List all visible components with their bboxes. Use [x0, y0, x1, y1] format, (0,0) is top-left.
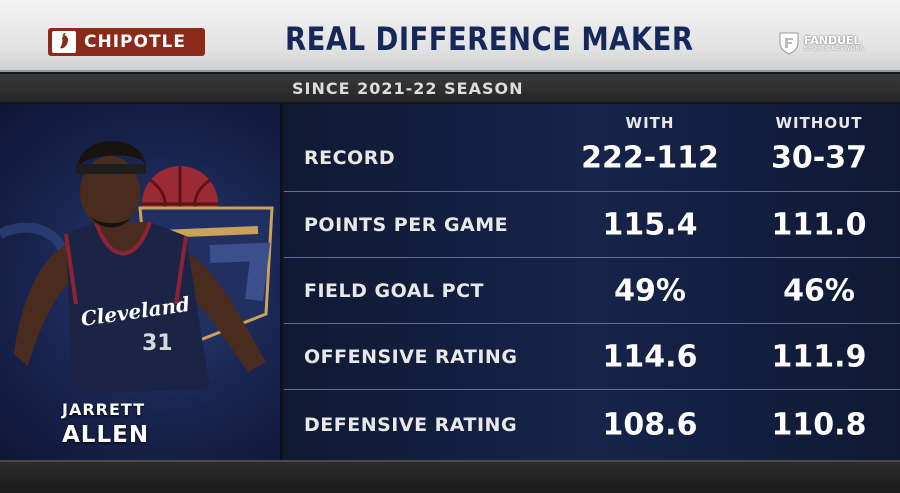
sponsor-name: CHIPOTLE: [84, 32, 186, 52]
table-row: RECORD 222-112 30-37: [284, 104, 900, 192]
graphic-header: CHIPOTLE REAL DIFFERENCE MAKER FANDUEL S…: [0, 0, 900, 72]
value-with: 114.6: [602, 339, 698, 374]
player-illustration: Cleveland 31: [0, 140, 274, 394]
sponsor-logo: CHIPOTLE: [48, 28, 205, 56]
value-without: 46%: [783, 273, 855, 308]
player-panel: Cleveland 31 JARRETT ALLEN: [0, 104, 282, 460]
player-first-name: JARRETT: [62, 400, 146, 419]
stats-table: WITH WITHOUT RECORD 222-112 30-37 POINTS…: [284, 104, 900, 460]
table-row: POINTS PER GAME 115.4 111.0: [284, 192, 900, 258]
row-label: OFFENSIVE RATING: [304, 345, 518, 368]
column-header-without: WITHOUT: [775, 114, 863, 132]
value-without: 111.9: [771, 339, 867, 374]
table-row: DEFENSIVE RATING 108.6 110.8: [284, 390, 900, 460]
network-name: FANDUEL: [804, 33, 861, 47]
value-with: 115.4: [602, 207, 698, 242]
value-without: 110.8: [771, 407, 867, 443]
pepper-icon: [52, 31, 76, 53]
shield-icon: [779, 32, 799, 55]
bottom-strip: [0, 460, 900, 493]
value-with: 222-112: [581, 140, 719, 176]
row-label: FIELD GOAL PCT: [304, 279, 485, 302]
table-row: FIELD GOAL PCT 49% 46%: [284, 258, 900, 324]
table-row: OFFENSIVE RATING 114.6 111.9: [284, 324, 900, 390]
value-without: 111.0: [771, 207, 867, 242]
season-subtitle: SINCE 2021-22 SEASON: [292, 79, 524, 98]
value-with: 49%: [614, 273, 686, 308]
value-without: 30-37: [771, 140, 867, 176]
value-with: 108.6: [602, 407, 698, 443]
row-label: DEFENSIVE RATING: [304, 414, 518, 436]
player-last-name: ALLEN: [62, 422, 150, 448]
jersey-number: 31: [142, 331, 173, 356]
column-header-with: WITH: [625, 114, 675, 132]
graphic-title: REAL DIFFERENCE MAKER: [285, 20, 694, 58]
row-label: POINTS PER GAME: [304, 213, 509, 236]
network-logo: FANDUEL SPORTS NETWORK: [778, 28, 873, 58]
network-subtitle: SPORTS NETWORK: [804, 44, 865, 52]
subheader-bar: SINCE 2021-22 SEASON: [0, 74, 900, 102]
row-label: RECORD: [304, 147, 396, 169]
